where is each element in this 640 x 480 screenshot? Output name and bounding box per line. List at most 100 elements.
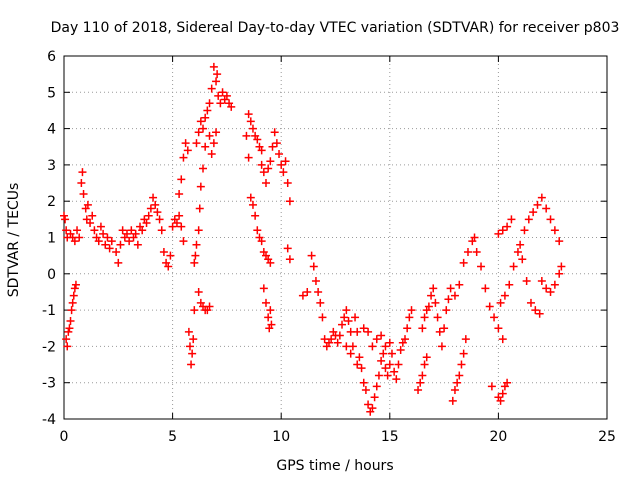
data-point — [535, 309, 544, 318]
data-point — [172, 218, 181, 227]
data-point — [175, 211, 184, 220]
data-point — [385, 360, 394, 369]
data-point — [285, 197, 294, 206]
data-point — [513, 248, 522, 257]
data-point — [477, 262, 486, 271]
data-point — [61, 215, 70, 224]
data-point — [205, 99, 214, 108]
data-point — [437, 342, 446, 351]
data-point — [272, 139, 281, 148]
x-tick-label: 15 — [381, 429, 399, 445]
data-point — [435, 327, 444, 336]
data-point — [557, 262, 566, 271]
data-point — [194, 226, 203, 235]
data-point — [327, 335, 336, 344]
data-point — [505, 280, 514, 289]
y-tick-label: -1 — [42, 303, 56, 319]
data-point — [396, 346, 405, 355]
data-point — [390, 367, 399, 376]
data-point — [177, 222, 186, 231]
data-point — [307, 251, 316, 260]
data-point — [526, 298, 535, 307]
data-point — [94, 237, 103, 246]
data-point — [359, 378, 368, 387]
data-point — [529, 208, 538, 217]
data-point — [86, 218, 95, 227]
data-point — [159, 248, 168, 257]
data-point — [190, 306, 199, 315]
data-point — [116, 240, 125, 249]
plot-border — [63, 55, 608, 420]
data-point — [114, 258, 123, 267]
data-point — [429, 284, 438, 293]
data-point — [550, 226, 559, 235]
data-point — [455, 371, 464, 380]
data-point — [244, 153, 253, 162]
y-axis-ticks: -4 -3 -2 -1 0 1 2 3 4 5 6 — [42, 49, 607, 428]
data-point — [418, 324, 427, 333]
data-point — [71, 280, 80, 289]
data-point — [531, 306, 540, 315]
data-point — [344, 316, 353, 325]
data-point — [440, 324, 449, 333]
data-point — [335, 331, 344, 340]
y-tick-label: 3 — [47, 158, 56, 174]
data-point — [496, 396, 505, 405]
data-point — [490, 313, 499, 322]
data-point — [537, 193, 546, 202]
y-tick-label: 5 — [47, 85, 56, 101]
data-point — [244, 110, 253, 119]
data-point — [216, 99, 225, 108]
data-point — [503, 378, 512, 387]
data-points — [60, 62, 566, 416]
data-point — [498, 226, 507, 235]
data-point — [107, 237, 116, 246]
data-point — [101, 240, 110, 249]
data-point — [133, 240, 142, 249]
data-point — [131, 229, 140, 238]
data-point — [537, 277, 546, 286]
data-point — [183, 146, 192, 155]
data-point — [195, 204, 204, 213]
data-point — [185, 342, 194, 351]
data-point — [155, 215, 164, 224]
data-point — [266, 157, 275, 166]
data-point — [209, 62, 218, 71]
data-point — [394, 360, 403, 369]
data-point — [303, 287, 312, 296]
data-point — [196, 117, 205, 126]
data-point — [446, 284, 455, 293]
y-tick-label: 4 — [47, 122, 56, 138]
grid-lines — [64, 56, 607, 419]
data-point — [264, 164, 273, 173]
data-point — [67, 306, 76, 315]
data-point — [166, 251, 175, 260]
data-point — [498, 335, 507, 344]
data-point — [188, 349, 197, 358]
data-point — [401, 335, 410, 344]
data-point — [214, 91, 223, 100]
data-point — [364, 327, 373, 336]
data-point — [266, 258, 275, 267]
data-point — [381, 364, 390, 373]
data-point — [248, 200, 257, 209]
data-point — [246, 193, 255, 202]
data-point — [207, 150, 216, 159]
data-point — [88, 211, 97, 220]
data-point — [118, 226, 127, 235]
data-point — [355, 353, 364, 362]
data-point — [70, 284, 79, 293]
data-point — [364, 400, 373, 409]
x-tick-label: 0 — [60, 429, 69, 445]
data-point — [496, 298, 505, 307]
data-point — [199, 124, 208, 133]
data-point — [518, 255, 527, 264]
data-point — [455, 280, 464, 289]
data-point — [205, 131, 214, 140]
data-point — [461, 335, 470, 344]
x-tick-label: 20 — [489, 429, 507, 445]
data-point — [213, 70, 222, 79]
data-point — [138, 226, 147, 235]
data-point — [424, 302, 433, 311]
